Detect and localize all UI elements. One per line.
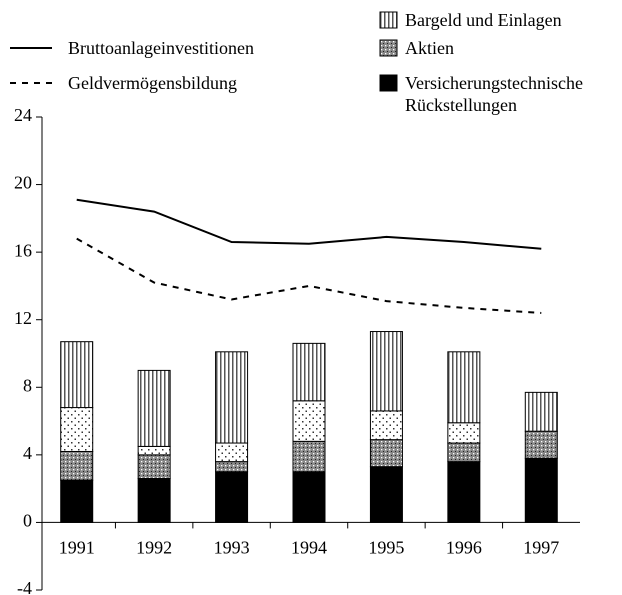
bar-segment	[60, 407, 94, 452]
y-tick-label: 24	[14, 105, 32, 125]
bar-segment	[60, 479, 94, 523]
legend-label: Aktien	[405, 38, 454, 58]
bar-segment	[447, 422, 481, 444]
x-tick-label: 1993	[214, 538, 250, 558]
bar-segment	[447, 442, 481, 463]
bar-segment	[447, 461, 481, 523]
legend-swatch	[379, 74, 398, 92]
bar-segment	[524, 457, 558, 523]
bar-segment	[137, 454, 171, 480]
bar-segment	[215, 442, 249, 463]
x-tick-label: 1992	[136, 538, 172, 558]
x-tick-label: 1994	[291, 538, 327, 558]
legend-label: Bruttoanlageinvestitionen	[68, 38, 254, 58]
x-tick-label: 1997	[523, 538, 559, 558]
y-tick-label: 8	[23, 375, 32, 395]
bar-segment	[524, 430, 558, 459]
bar-segment	[447, 351, 481, 424]
y-tick-label: 0	[23, 511, 32, 531]
bar-segment	[215, 351, 249, 444]
legend-label: Geldvermögensbildung	[68, 73, 237, 93]
y-tick-label: 20	[14, 173, 32, 193]
line-series	[76, 237, 542, 314]
bar-segment	[292, 342, 326, 402]
bar-segment	[292, 440, 326, 473]
line-series	[76, 198, 542, 250]
x-tick-label: 1996	[446, 538, 482, 558]
bar-segment	[369, 439, 403, 468]
bar-segment	[369, 410, 403, 441]
y-tick-label: -4	[17, 578, 32, 595]
bar-segment	[60, 450, 94, 481]
bar-segment	[292, 471, 326, 523]
bar-segment	[137, 369, 171, 447]
x-tick-label: 1995	[368, 538, 404, 558]
bar-segment	[292, 400, 326, 442]
bar-segment	[137, 478, 171, 523]
bar-segment	[137, 445, 171, 456]
legend-label: Bargeld und Einlagen	[405, 10, 562, 30]
bar-segment	[524, 391, 558, 432]
bar-segment	[60, 341, 94, 409]
y-tick-label: 16	[14, 240, 32, 260]
bar-segment	[369, 466, 403, 523]
legend-swatch	[379, 11, 398, 29]
x-tick-label: 1991	[59, 538, 95, 558]
bar-segment	[215, 471, 249, 523]
legend-swatch	[379, 39, 398, 57]
y-tick-label: 12	[14, 308, 32, 328]
legend-label: Versicherungstechnische Rückstellungen	[405, 73, 583, 115]
y-tick-label: 4	[23, 443, 32, 463]
bar-segment	[369, 331, 403, 412]
bar-segment	[215, 461, 249, 473]
